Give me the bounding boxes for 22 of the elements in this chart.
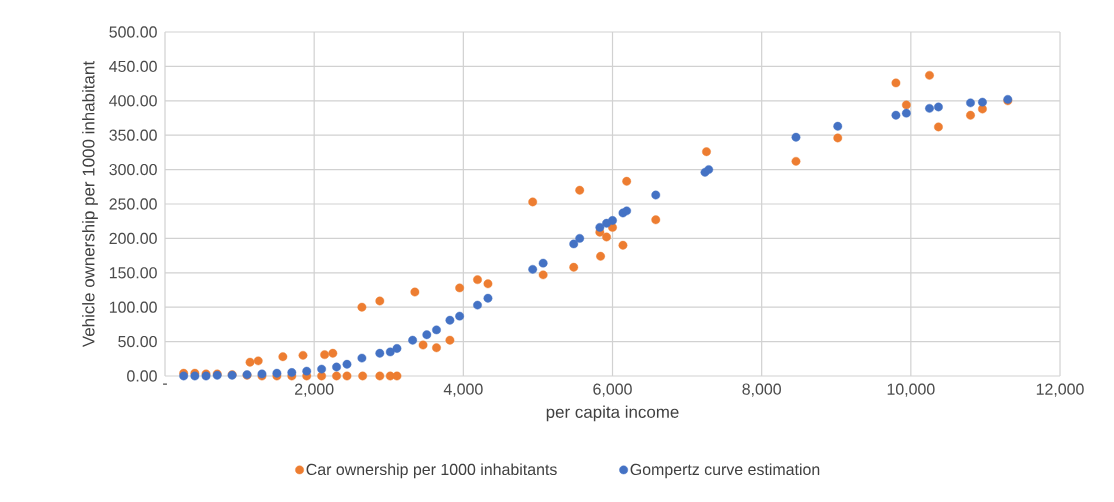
y-tick-label: 50.00: [118, 335, 157, 348]
x-tick-label: 6,000: [593, 383, 632, 397]
x-axis-title: per capita income: [546, 405, 679, 422]
y-tick-label: 0.00: [127, 370, 157, 382]
y-tick-label: 150.00: [109, 267, 157, 279]
y-tick-label: 400.00: [109, 95, 157, 107]
y-tick-label: 250.00: [109, 198, 157, 210]
x-tick-label: 8,000: [742, 383, 781, 397]
y-tick-label: 450.00: [109, 60, 157, 73]
x-tick-label: 12,000: [1036, 383, 1084, 397]
y-tick-label: 200.00: [109, 232, 157, 245]
y-tick-label: 350.00: [109, 129, 157, 141]
legend-label: Car ownership per 1000 inhabitants: [306, 463, 557, 479]
y-axis-title: Vehicle ownership per 1000 inhabitant: [82, 61, 98, 348]
legend-label: Gompertz curve estimation: [630, 463, 820, 479]
x-tick-label: 4,000: [443, 383, 483, 397]
y-tick-label: 100.00: [109, 301, 157, 313]
y-tick-label: 500.00: [109, 26, 157, 38]
x-tick-label: 2,000: [295, 383, 334, 397]
x-tick-label: -: [163, 383, 167, 385]
x-tick-label: 10,000: [887, 383, 935, 397]
y-tick-label: 300.00: [109, 163, 157, 176]
